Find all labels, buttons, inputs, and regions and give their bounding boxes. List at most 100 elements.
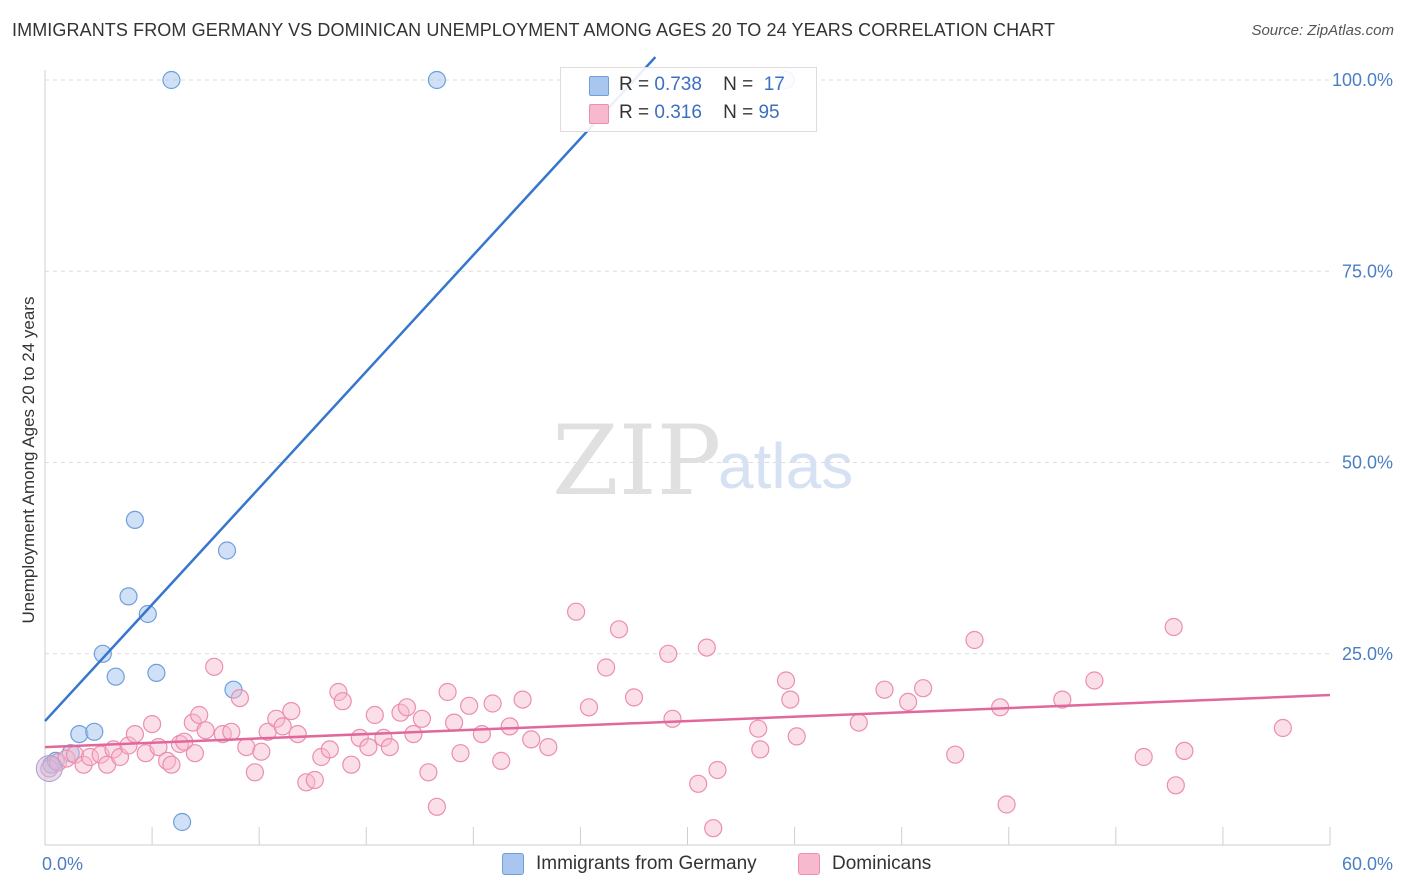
trend-line-germany [44,56,657,722]
data-point-dominicans [438,682,457,702]
data-point-germany [173,812,192,832]
legend-item-dominicans[interactable]: Dominicans [798,853,931,875]
data-point-dominicans [205,657,224,676]
y-tick-label: 100.0% [1332,70,1393,90]
data-point-dominicans [663,709,682,728]
data-point-dominicans [898,692,918,712]
data-point-dominicans [397,698,416,717]
data-point-dominicans [359,737,378,757]
correlation-legend: R = 0.738 N = 17 R = 0.316 N = 95 [560,67,817,132]
data-point-germany [85,722,104,741]
data-point-dominicans [624,688,644,707]
series-legend: Immigrants from Germany Dominicans [0,851,1406,879]
data-point-dominicans [196,721,215,740]
data-point-dominicans [946,745,965,764]
data-point-dominicans [539,737,558,757]
points-layer [35,70,1293,838]
data-point-dominicans [513,690,532,709]
data-point-dominicans [230,688,249,708]
data-point-dominicans [329,682,348,702]
legend-swatch-germany [502,853,524,875]
data-point-dominicans [162,755,181,774]
data-point-dominicans [380,737,399,757]
data-point-dominicans [237,737,256,757]
y-tick-label: 25.0% [1342,644,1393,664]
data-point-germany [125,510,144,530]
data-point-dominicans [245,763,264,782]
data-point-dominicans [776,671,796,690]
watermark-zip: ZIP [552,405,721,517]
axis-layer [44,70,1331,846]
legend-swatch-dominicans [798,853,820,875]
data-point-germany [93,644,112,663]
data-point-germany [427,70,446,90]
data-point-dominicans [80,747,100,767]
data-point-dominicans [697,638,716,657]
data-point-germany [106,667,125,686]
legend-n-value: 17 [763,74,785,95]
data-point-dominicans [419,763,438,782]
watermark-atlas: atlas [718,430,853,502]
data-point-dominicans [704,819,723,838]
legend-n-value: 95 [758,102,780,123]
data-point-dominicans [708,760,727,780]
data-point-dominicans [342,755,361,774]
data-point-dominicans [751,740,770,759]
watermark: ZIP atlas [552,405,853,517]
data-point-dominicans [333,692,352,711]
data-point-dominicans [460,696,479,715]
data-point-dominicans [451,744,470,763]
y-tick-label: 75.0% [1342,261,1393,281]
data-point-dominicans [427,797,446,816]
legend-r-label: R = [619,74,650,95]
data-point-dominicans [596,658,616,677]
data-point-dominicans [875,680,894,699]
trend-layer [44,56,1331,749]
data-point-dominicans [1053,690,1072,709]
data-point-dominicans [125,724,144,744]
legend-n-label: N = [723,102,754,123]
y-tick-label: 50.0% [1342,453,1393,473]
data-point-dominicans [185,744,204,763]
data-point-dominicans [365,705,384,725]
data-point-dominicans [749,719,768,738]
data-point-dominicans [305,770,324,790]
data-point-dominicans [222,722,241,741]
legend-item-germany[interactable]: Immigrants from Germany [502,853,757,875]
data-point-dominicans [579,698,599,717]
data-point-dominicans [1164,617,1183,637]
data-point-dominicans [282,701,301,721]
data-point-dominicans [143,714,162,734]
data-point-dominicans [252,742,271,761]
data-point-cluster [35,755,63,782]
data-point-dominicans [689,774,708,793]
legend-swatch-germany [589,76,609,96]
data-point-dominicans [913,679,933,698]
data-point-germany [162,70,181,90]
legend-label-dominicans: Dominicans [832,853,932,874]
legend-row-germany: R = 0.738 N = 17 [619,73,785,97]
data-point-germany [138,604,157,624]
data-point-dominicans [1166,776,1185,795]
data-point-dominicans [492,751,511,771]
legend-row-dominicans: R = 0.316 N = 95 [619,101,780,125]
legend-r-value: 0.738 [654,74,702,95]
data-point-dominicans [119,736,138,755]
data-point-dominicans [1134,747,1153,767]
data-point-germany [119,587,138,606]
data-point-dominicans [965,630,984,650]
data-point-dominicans [483,694,502,713]
data-point-dominicans [849,713,868,732]
data-point-dominicans [787,727,806,746]
data-point-dominicans [659,644,678,663]
data-point-dominicans [997,795,1016,814]
data-point-dominicans [412,709,431,728]
data-point-germany [147,663,166,683]
legend-r-value: 0.316 [654,102,702,123]
data-point-dominicans [781,690,800,709]
legend-n-label: N = [723,74,754,95]
data-point-dominicans [1273,718,1293,738]
tick-labels: 25.0% 50.0% 75.0% 100.0% 0.0% 60.0% [42,70,1393,874]
data-point-dominicans [267,709,286,728]
data-point-dominicans [500,717,519,736]
